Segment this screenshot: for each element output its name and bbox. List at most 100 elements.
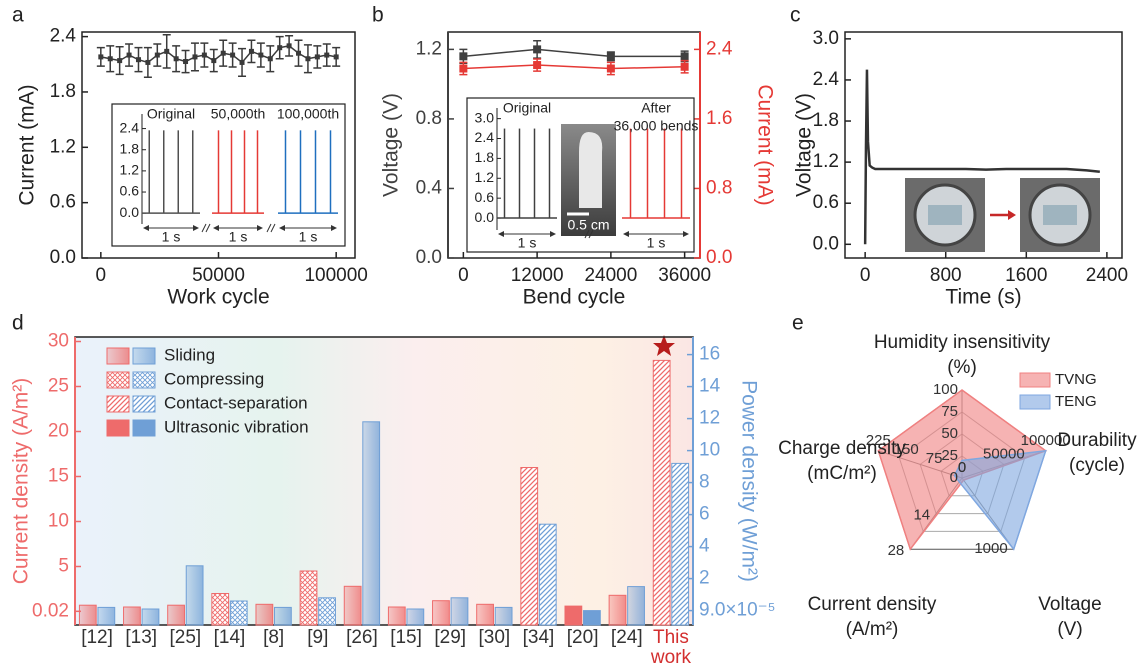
- y-tick-label: 0.02: [32, 600, 69, 621]
- legend-swatch: [1019, 372, 1051, 388]
- panel-label: c: [790, 4, 801, 27]
- marker: [533, 45, 542, 54]
- marker: [107, 56, 113, 62]
- radar-tick-label: 0: [958, 459, 966, 476]
- y-tick-label: 0.6: [813, 192, 839, 213]
- radar-axis-label: Charge density: [778, 438, 906, 459]
- y2-tick-label: 12: [699, 408, 720, 429]
- y-tick-label: 0.8: [416, 108, 442, 129]
- inset-scale-label: 1 s: [162, 229, 181, 245]
- legend-label: TENG: [1055, 393, 1097, 410]
- y-tick-label: 0.0: [813, 233, 839, 254]
- marker: [305, 56, 311, 62]
- inset-group-label: After: [641, 100, 671, 116]
- marker: [173, 56, 179, 62]
- marker: [296, 50, 302, 56]
- panel-label: b: [372, 4, 384, 27]
- radar-tick-label: 0: [958, 459, 966, 476]
- x-tick-label: 2400: [1086, 265, 1128, 286]
- radar-axis-unit: (%): [947, 357, 977, 378]
- legend-swatch: [132, 347, 156, 365]
- inset-group-label: Original: [147, 106, 195, 122]
- y2-tick-label: 16: [699, 344, 720, 365]
- axis-break: [266, 223, 276, 233]
- radar-area: [953, 449, 1047, 551]
- marker: [145, 59, 151, 65]
- legend-label: Sliding: [164, 345, 215, 364]
- y-tick-label: 5: [58, 556, 69, 577]
- inset-y-tick-label: 1.2: [475, 169, 495, 185]
- y-tick-label: 0.4: [416, 177, 443, 198]
- radar-tick-label: 100: [933, 381, 958, 398]
- inset-y-tick-label: 1.8: [120, 140, 140, 156]
- radar-axis-unit: (mC/m²): [807, 463, 877, 484]
- y2-tick-label: 0.8: [706, 177, 732, 198]
- marker: [680, 62, 689, 71]
- bar: [123, 606, 141, 626]
- y-axis-label: Voltage (V): [380, 93, 403, 197]
- x-tick-label: [14]: [213, 627, 246, 648]
- marker: [324, 52, 330, 58]
- y-tick-label: 0.0: [50, 247, 76, 268]
- legend-label: Compressing: [164, 369, 264, 388]
- panel-label: a: [12, 4, 24, 27]
- y-tick-label: 1.2: [416, 38, 442, 59]
- inset-y-tick-label: 1.8: [475, 149, 495, 165]
- radar-axis-unit: (A/m²): [846, 619, 899, 640]
- radar-tick-label: 28: [888, 542, 905, 559]
- legend-swatch: [132, 419, 156, 437]
- y-tick-label: 0.6: [50, 192, 76, 213]
- bar: [211, 593, 230, 626]
- y-tick-label: 3.0: [813, 28, 839, 49]
- radar-tick-label: 75: [941, 403, 958, 420]
- bar: [564, 605, 583, 626]
- bar: [274, 606, 292, 626]
- x-tick-label: [9]: [307, 627, 329, 648]
- y2-tick-label: 9.0×10⁻⁵: [699, 600, 776, 621]
- x-tick-label: 100000: [304, 265, 367, 286]
- y-tick-label: 30: [48, 331, 69, 352]
- axis-break: [584, 229, 594, 239]
- x-axis-label: Time (s): [945, 286, 1021, 309]
- legend-swatch: [1019, 394, 1051, 410]
- x-tick-label: 12000: [511, 265, 564, 286]
- y-tick-label: 1.2: [50, 136, 76, 157]
- y-tick-label: 2.4: [813, 69, 840, 90]
- x-tick-label: [25]: [169, 627, 202, 648]
- marker: [220, 50, 226, 56]
- marker: [154, 52, 160, 58]
- marker: [606, 64, 615, 73]
- y-tick-label: 1.8: [50, 81, 76, 102]
- x-tick-label: 1600: [1005, 265, 1047, 286]
- inset-scale-label: 1 s: [647, 235, 666, 251]
- y-axis-label: Current (mA): [16, 84, 39, 205]
- marker: [183, 59, 189, 65]
- x-tick-label: [30]: [478, 627, 511, 648]
- marker: [606, 52, 615, 61]
- marker: [239, 59, 245, 65]
- x-tick-label: [24]: [610, 627, 643, 648]
- marker: [211, 58, 217, 64]
- marker: [277, 45, 283, 51]
- x-tick-label: 800: [930, 265, 962, 286]
- y2-tick-label: 1.6: [706, 108, 732, 129]
- marker: [533, 61, 542, 70]
- y2-axis-label: Current (mA): [753, 84, 776, 205]
- bar: [362, 421, 381, 626]
- bar: [406, 608, 425, 626]
- x-tick-label: 0: [96, 265, 107, 286]
- series-line: [463, 64, 685, 70]
- marker: [248, 48, 254, 54]
- bar: [167, 604, 185, 626]
- bar: [583, 610, 601, 626]
- y-tick-label: 20: [48, 421, 69, 442]
- bar: [494, 606, 513, 626]
- x-tick-label: 0: [458, 265, 469, 286]
- bar: [450, 597, 469, 626]
- panel-d-background: [75, 337, 693, 625]
- marker: [135, 57, 141, 63]
- y-tick-label: 25: [48, 376, 69, 397]
- inset-scale-label: 1 s: [518, 235, 537, 251]
- inset-group-label: 36,000 bends: [614, 118, 699, 134]
